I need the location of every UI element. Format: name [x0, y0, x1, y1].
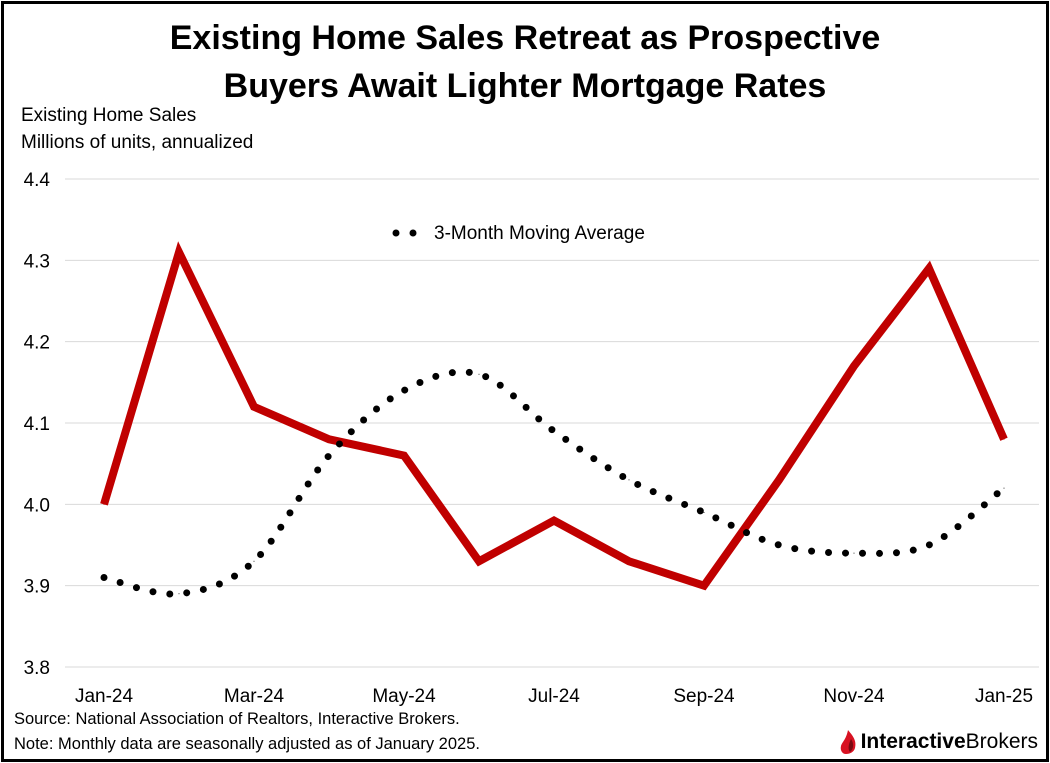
logo-text-interactive: Interactive — [860, 730, 966, 753]
interactive-brokers-logo: Interactive Brokers — [839, 729, 1038, 755]
average-point-May-24 — [403, 389, 405, 391]
y-axis-units: Millions of units, annualized — [21, 132, 254, 153]
source-note: Source: National Association of Realtors… — [14, 710, 460, 728]
y-tick-label: 3.9 — [24, 577, 50, 598]
average-point-Dec-24 — [928, 544, 930, 546]
average-point-Nov-24 — [853, 552, 855, 554]
legend-dot-2 — [409, 229, 417, 237]
legend-label-moving-average: 3-Month Moving Average — [434, 223, 645, 244]
average-point-Feb-24 — [178, 593, 180, 595]
y-tick-label: 4.0 — [24, 495, 50, 516]
flame-logo-icon — [840, 730, 856, 754]
y-tick-label: 4.3 — [24, 251, 50, 272]
sales-point-Apr-24 — [328, 438, 330, 440]
series-3-month-moving-average — [100, 368, 1008, 598]
legend-dot-1 — [392, 229, 400, 237]
data-note: Note: Monthly data are seasonally adjust… — [14, 735, 480, 753]
x-tick-label: May-24 — [372, 686, 436, 707]
logo-text-brokers: Brokers — [965, 730, 1038, 753]
series-existing-home-sales — [100, 241, 1008, 591]
sales-point-Sep-24 — [703, 585, 705, 587]
chart-title: Existing Home Sales Retreat as Prospecti… — [4, 14, 1046, 110]
sales-point-Oct-24 — [778, 479, 780, 481]
average-point-Jan-24 — [103, 577, 105, 579]
y-axis-title: Existing Home Sales — [21, 105, 197, 126]
average-point-Jan-25 — [1003, 487, 1005, 489]
sales-point-Feb-24 — [178, 251, 180, 253]
sales-point-May-24 — [403, 455, 405, 457]
average-point-Sep-24 — [703, 511, 705, 513]
average-point-Oct-24 — [778, 544, 780, 546]
chart-title-line-1: Existing Home Sales Retreat as Prospecti… — [169, 19, 881, 57]
y-tick-label: 3.8 — [24, 658, 50, 679]
y-tick-label: 4.2 — [24, 333, 50, 354]
sales-point-Jan-24 — [103, 503, 105, 505]
average-point-Apr-24 — [328, 455, 330, 457]
sales-point-Jan-25 — [1003, 438, 1005, 440]
chart-title-line-2: Buyers Await Lighter Mortgage Rates — [223, 67, 827, 105]
sales-point-Jul-24 — [553, 520, 555, 522]
y-tick-label: 4.1 — [24, 414, 50, 435]
average-point-Jun-24 — [478, 373, 480, 375]
x-tick-label: Jan-24 — [75, 686, 134, 707]
sales-point-Aug-24 — [628, 560, 630, 562]
x-tick-label: Nov-24 — [823, 686, 885, 707]
average-point-Aug-24 — [628, 479, 630, 481]
line-chart: 3.8 3.9 4.0 4.1 4.2 4.3 4.4 Jan-24 Mar-24 May-24 J… — [24, 170, 1039, 707]
sales-point-Dec-24 — [928, 267, 930, 269]
x-tick-label: Jul-24 — [528, 686, 580, 707]
x-tick-label: Mar-24 — [224, 686, 285, 707]
y-tick-label: 4.4 — [24, 170, 51, 191]
x-tick-label: Sep-24 — [673, 686, 735, 707]
average-point-Jul-24 — [553, 430, 555, 432]
x-tick-label: Jan-25 — [975, 686, 1033, 707]
average-point-Mar-24 — [253, 560, 255, 562]
sales-point-Nov-24 — [853, 365, 855, 367]
sales-point-Mar-24 — [253, 406, 255, 408]
sales-point-Jun-24 — [478, 560, 480, 562]
